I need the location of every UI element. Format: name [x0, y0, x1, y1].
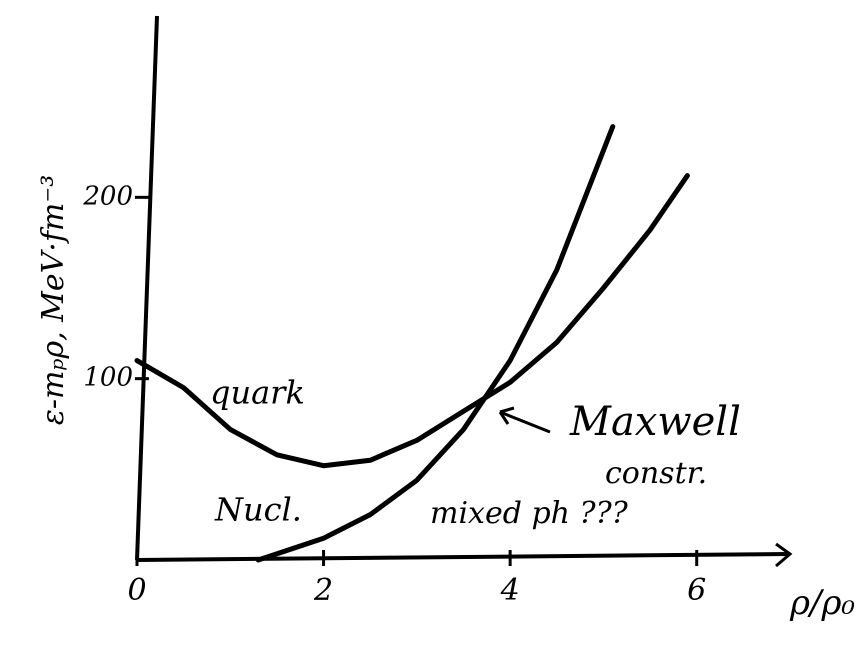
annotation: mixed ph ???: [430, 496, 629, 531]
y-tick-label: 100: [83, 363, 133, 393]
y-axis-label: ε-mₚρ, MeV·fm⁻³: [36, 175, 71, 425]
series-line: [258, 127, 612, 560]
y-axis: [137, 16, 157, 560]
x-axis: [137, 554, 790, 560]
chart: ε-mₚρ, MeV·fm⁻³ ρ/ρ₀ 0 2 4 6 100 200 quark Nucl…: [0, 0, 863, 648]
series-label: quark: [210, 374, 305, 412]
annotation: constr.: [605, 456, 707, 491]
x-tick-label: 4: [500, 573, 520, 608]
x-tick-label: 0: [127, 573, 146, 608]
series-label: Nucl.: [214, 491, 302, 529]
annotation-arrow: [500, 408, 550, 432]
x-tick-label: 6: [687, 573, 706, 608]
x-tick-label: 2: [313, 573, 333, 608]
x-axis-label: ρ/ρ₀: [789, 583, 855, 623]
annotation: Maxwell: [569, 399, 741, 445]
y-tick-label: 200: [82, 181, 133, 211]
